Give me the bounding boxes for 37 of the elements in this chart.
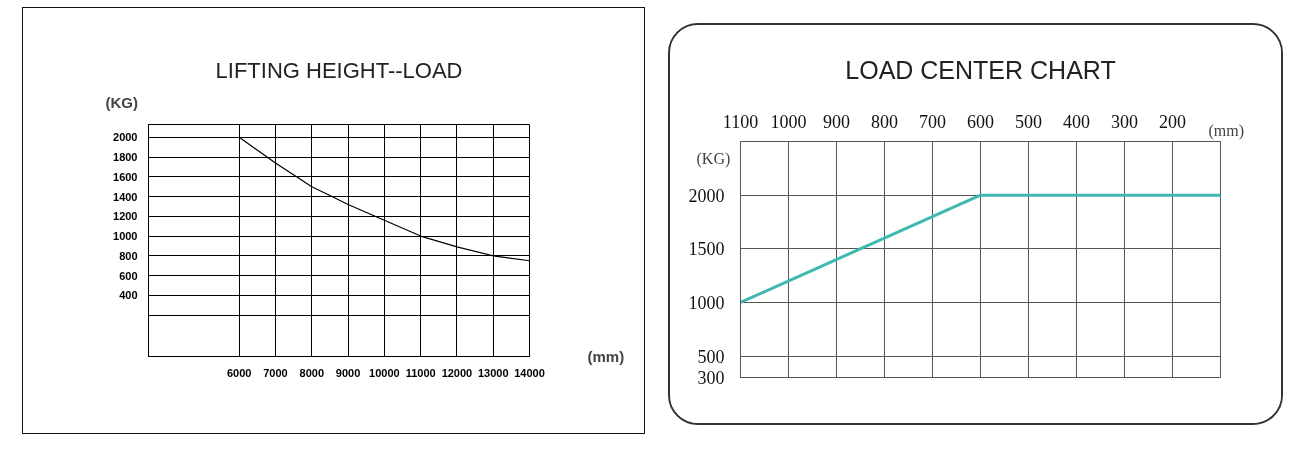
x-tick-label: 1100 — [722, 111, 759, 132]
chart-title: LIFTING HEIGHT--LOAD — [215, 57, 463, 83]
y-tick-label: 1600 — [113, 170, 138, 183]
x-tick-label: 200 — [1159, 111, 1186, 132]
x-tick-label: 13000 — [477, 366, 509, 379]
x-tick-label: 400 — [1063, 111, 1090, 132]
y-tick-label: 1800 — [113, 151, 138, 164]
x-tick-label: 700 — [919, 111, 946, 132]
x-tick-label: 14000 — [514, 366, 545, 379]
y-tick-label: 2000 — [688, 185, 725, 206]
y-axis-title: (KG) — [696, 150, 731, 168]
x-tick-label: 300 — [1111, 111, 1138, 132]
x-tick-label: 6000 — [226, 366, 252, 379]
x-tick-label: 800 — [871, 111, 898, 132]
y-tick-label: 1500 — [688, 239, 725, 260]
x-tick-label: 900 — [823, 111, 850, 132]
y-tick-label: 2000 — [113, 131, 138, 144]
x-tick-label: 9000 — [335, 366, 361, 379]
y-tick-label: 400 — [119, 289, 138, 302]
x-tick-label: 1000 — [770, 111, 807, 132]
x-tick-label: 7000 — [263, 366, 288, 379]
y-tick-label: 600 — [119, 269, 138, 282]
x-axis-title: (mm) — [1208, 121, 1245, 140]
x-tick-label: 8000 — [299, 366, 325, 379]
x-tick-label: 12000 — [441, 366, 473, 379]
y-tick-label: 1000 — [113, 230, 138, 243]
y-tick-label: 1000 — [688, 292, 725, 313]
x-tick-label: 10000 — [369, 366, 400, 379]
y-tick-label: 1200 — [113, 210, 138, 223]
x-tick-label: 500 — [1015, 111, 1042, 132]
x-tick-label: 600 — [967, 111, 994, 132]
y-tick-label: 800 — [119, 249, 138, 262]
y-tick-label: 1400 — [113, 190, 138, 203]
x-tick-label: 11000 — [405, 366, 436, 379]
x-axis-title: (mm) — [587, 348, 625, 365]
chart-title: LOAD CENTER CHART — [845, 55, 1116, 84]
y-axis-title: (KG) — [105, 94, 138, 111]
